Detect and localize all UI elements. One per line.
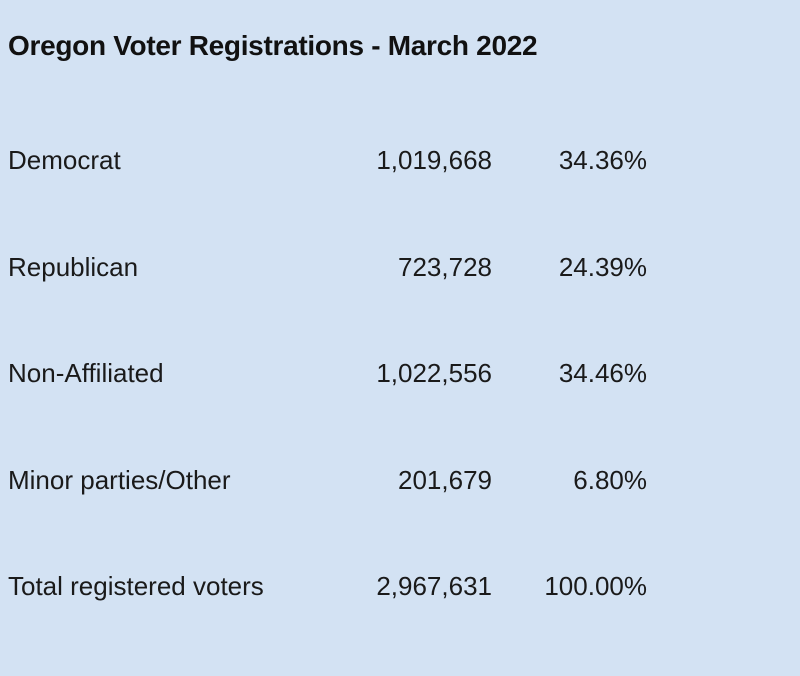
row-percent: 34.36% [558, 145, 647, 175]
row-percent: 34.46% [558, 358, 647, 388]
table-row: Minor parties/Other 201,679 6.80% [0, 460, 800, 500]
row-percent: 6.80% [573, 465, 647, 495]
row-count: 1,022,556 [376, 358, 492, 388]
row-count: 723,728 [398, 252, 492, 282]
row-count: 2,967,631 [376, 571, 492, 601]
table-row: Non-Affiliated 1,022,556 34.46% [0, 353, 800, 393]
row-count: 201,679 [398, 465, 492, 495]
table-row: Republican 723,728 24.39% [0, 247, 800, 287]
row-label: Democrat [8, 145, 121, 175]
row-percent: 24.39% [558, 252, 647, 282]
row-label: Minor parties/Other [8, 465, 231, 495]
table-row: Democrat 1,019,668 34.36% [0, 140, 800, 180]
row-label: Total registered voters [8, 571, 264, 601]
table-row-total: Total registered voters 2,967,631 100.00… [0, 566, 800, 606]
row-percent: 100.00% [544, 571, 647, 601]
row-label: Non-Affiliated [8, 358, 164, 388]
row-count: 1,019,668 [376, 145, 492, 175]
table-title: Oregon Voter Registrations - March 2022 [8, 30, 538, 61]
row-label: Republican [8, 252, 139, 282]
